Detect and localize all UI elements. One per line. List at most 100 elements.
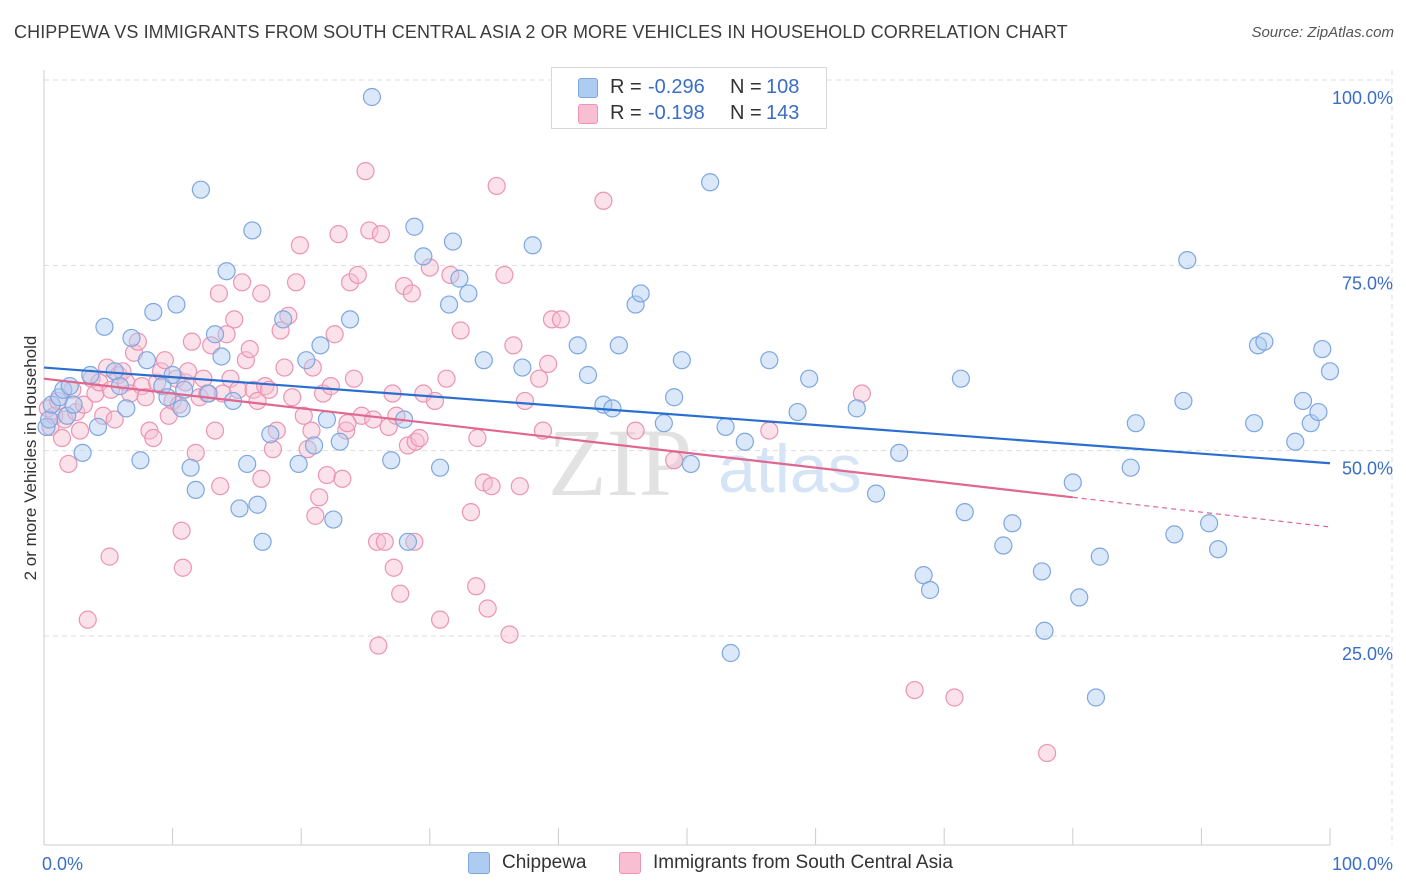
legend-item-immigrants[interactable]: Immigrants from South Central Asia (619, 852, 953, 874)
chippewa-point (40, 410, 59, 429)
immigrants-trend-line (43, 377, 1073, 499)
legend-item-chippewa[interactable]: Chippewa (468, 852, 587, 874)
immigrants-point (290, 236, 310, 255)
immigrants-point (451, 321, 470, 340)
immigrants-point (367, 532, 387, 551)
immigrants-point (478, 599, 497, 618)
chippewa-point (1174, 391, 1193, 411)
chippewa-point (439, 295, 459, 314)
immigrants-point (364, 410, 383, 429)
stats-r-label: R = (610, 76, 642, 98)
immigrants-point (248, 391, 267, 411)
immigrants-point (144, 428, 163, 448)
chippewa-point (122, 328, 141, 348)
immigrants-point (391, 584, 410, 603)
chippewa-point (847, 399, 866, 418)
immigrants-point (337, 421, 356, 440)
watermark-zip: ZIP (548, 409, 692, 516)
immigrants-point (303, 358, 322, 377)
chart-title: CHIPPEWA VS IMMIGRANTS FROM SOUTH CENTRA… (14, 22, 1068, 42)
chippewa-point (261, 425, 280, 444)
immigrants-point (530, 369, 549, 388)
chippewa-point (951, 369, 971, 388)
chippewa-point (955, 503, 974, 522)
immigrants-point (94, 406, 113, 425)
immigrants-point (466, 577, 486, 596)
chippewa-point (58, 406, 77, 425)
immigrants-point (113, 362, 132, 381)
correlation-stats-box: R = -0.296 N = 108 R = -0.198 N = 143 (551, 67, 827, 129)
immigrants-point (760, 421, 779, 440)
chippewa-point (398, 532, 418, 551)
chippewa-point (672, 351, 691, 370)
chippewa-point (1313, 339, 1332, 359)
chippewa-point (191, 180, 210, 199)
chippewa-point (631, 284, 650, 303)
legend-swatch-immigrants (619, 852, 641, 874)
chippewa-point (382, 451, 401, 470)
chippewa-point (1090, 547, 1109, 566)
chippewa-point (920, 580, 940, 600)
immigrants-point (348, 265, 367, 285)
stats-row-immigrants: R = -0.198 N = 143 (552, 100, 826, 128)
chippewa-point (230, 499, 249, 518)
chippewa-point (330, 432, 349, 451)
chippewa-point (626, 295, 645, 314)
chippewa-point (414, 247, 433, 266)
chippewa-point (1003, 514, 1022, 533)
chippewa-point (459, 284, 478, 303)
chippewa-point (181, 458, 200, 477)
immigrants-point (209, 284, 228, 303)
immigrants-point (70, 421, 90, 440)
watermark: ZIP atlas (548, 409, 862, 516)
chippewa-point (1255, 332, 1274, 351)
stats-swatch-chippewa (578, 78, 598, 98)
immigrants-point (41, 417, 60, 436)
immigrants-trend-extension (1072, 496, 1331, 528)
immigrants-point (202, 336, 221, 355)
immigrants-point (310, 488, 329, 507)
chippewa-point (1063, 473, 1082, 492)
chippewa-point (1032, 562, 1052, 581)
chippewa-point (1035, 621, 1054, 640)
immigrants-point (232, 273, 252, 292)
chippewa-point (217, 262, 236, 281)
immigrants-point (286, 273, 306, 292)
immigrants-point (515, 391, 535, 411)
stats-n-value: 108 (766, 76, 800, 98)
immigrants-point (504, 336, 523, 355)
immigrants-point (59, 454, 78, 474)
legend-label-chippewa: Chippewa (502, 852, 587, 873)
data-points (37, 87, 1340, 763)
watermark-atlas: atlas (718, 431, 862, 507)
chippewa-point (513, 358, 532, 377)
stats-n-label: N = (730, 76, 762, 98)
immigrants-point (405, 532, 424, 551)
chippewa-point (890, 443, 909, 462)
chippewa-point (212, 347, 231, 366)
chippewa-point (37, 417, 56, 436)
chippewa-point (866, 484, 886, 503)
stats-n-value: 143 (766, 102, 800, 124)
x-tick-label: 0.0% (42, 854, 83, 874)
immigrants-point (52, 428, 72, 448)
immigrants-point (905, 680, 924, 700)
immigrants-point (487, 176, 506, 196)
chippewa-point (144, 302, 163, 322)
chippewa-point (800, 369, 819, 388)
immigrants-point (325, 325, 344, 344)
immigrants-point (430, 610, 450, 629)
chippewa-point (735, 432, 754, 451)
chippewa-point (95, 317, 114, 336)
chippewa-trend-line (43, 366, 1331, 465)
immigrants-point (402, 284, 421, 303)
immigrants-point (338, 414, 357, 433)
stats-swatch-immigrants (578, 104, 598, 124)
immigrants-point (105, 410, 124, 429)
stats-r-value: -0.296 (648, 76, 705, 98)
immigrants-point (482, 477, 501, 496)
immigrants-point (500, 625, 519, 644)
chippewa-point (1320, 362, 1340, 381)
chippewa-point (701, 173, 720, 192)
immigrants-point (271, 321, 290, 340)
